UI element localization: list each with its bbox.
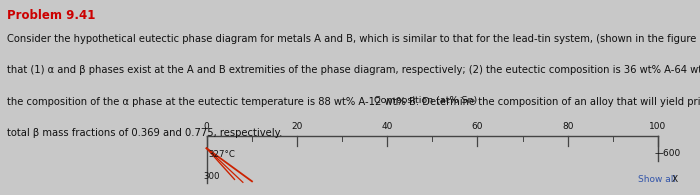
- Text: Show all: Show all: [638, 175, 676, 184]
- Text: 327°C: 327°C: [208, 150, 234, 159]
- Text: that (1) α and β phases exist at the A and B extremities of the phase diagram, r: that (1) α and β phases exist at the A a…: [7, 65, 700, 75]
- Text: Problem 9.41: Problem 9.41: [7, 9, 95, 22]
- Text: X: X: [672, 175, 678, 184]
- Text: 20: 20: [291, 122, 302, 131]
- Text: —600: —600: [654, 149, 680, 158]
- Text: 0: 0: [204, 122, 209, 131]
- Text: Consider the hypothetical eutectic phase diagram for metals A and B, which is si: Consider the hypothetical eutectic phase…: [7, 34, 700, 44]
- Text: total β mass fractions of 0.369 and 0.775, respectively.: total β mass fractions of 0.369 and 0.77…: [7, 128, 282, 138]
- Text: 80: 80: [562, 122, 573, 131]
- Text: 300: 300: [204, 172, 220, 181]
- Text: 100: 100: [650, 122, 666, 131]
- Text: 60: 60: [472, 122, 483, 131]
- Text: the composition of the α phase at the eutectic temperature is 88 wt% A-12 wt% B.: the composition of the α phase at the eu…: [7, 97, 700, 106]
- Text: 40: 40: [382, 122, 393, 131]
- Text: Composition (at% Sn): Composition (at% Sn): [374, 96, 477, 105]
